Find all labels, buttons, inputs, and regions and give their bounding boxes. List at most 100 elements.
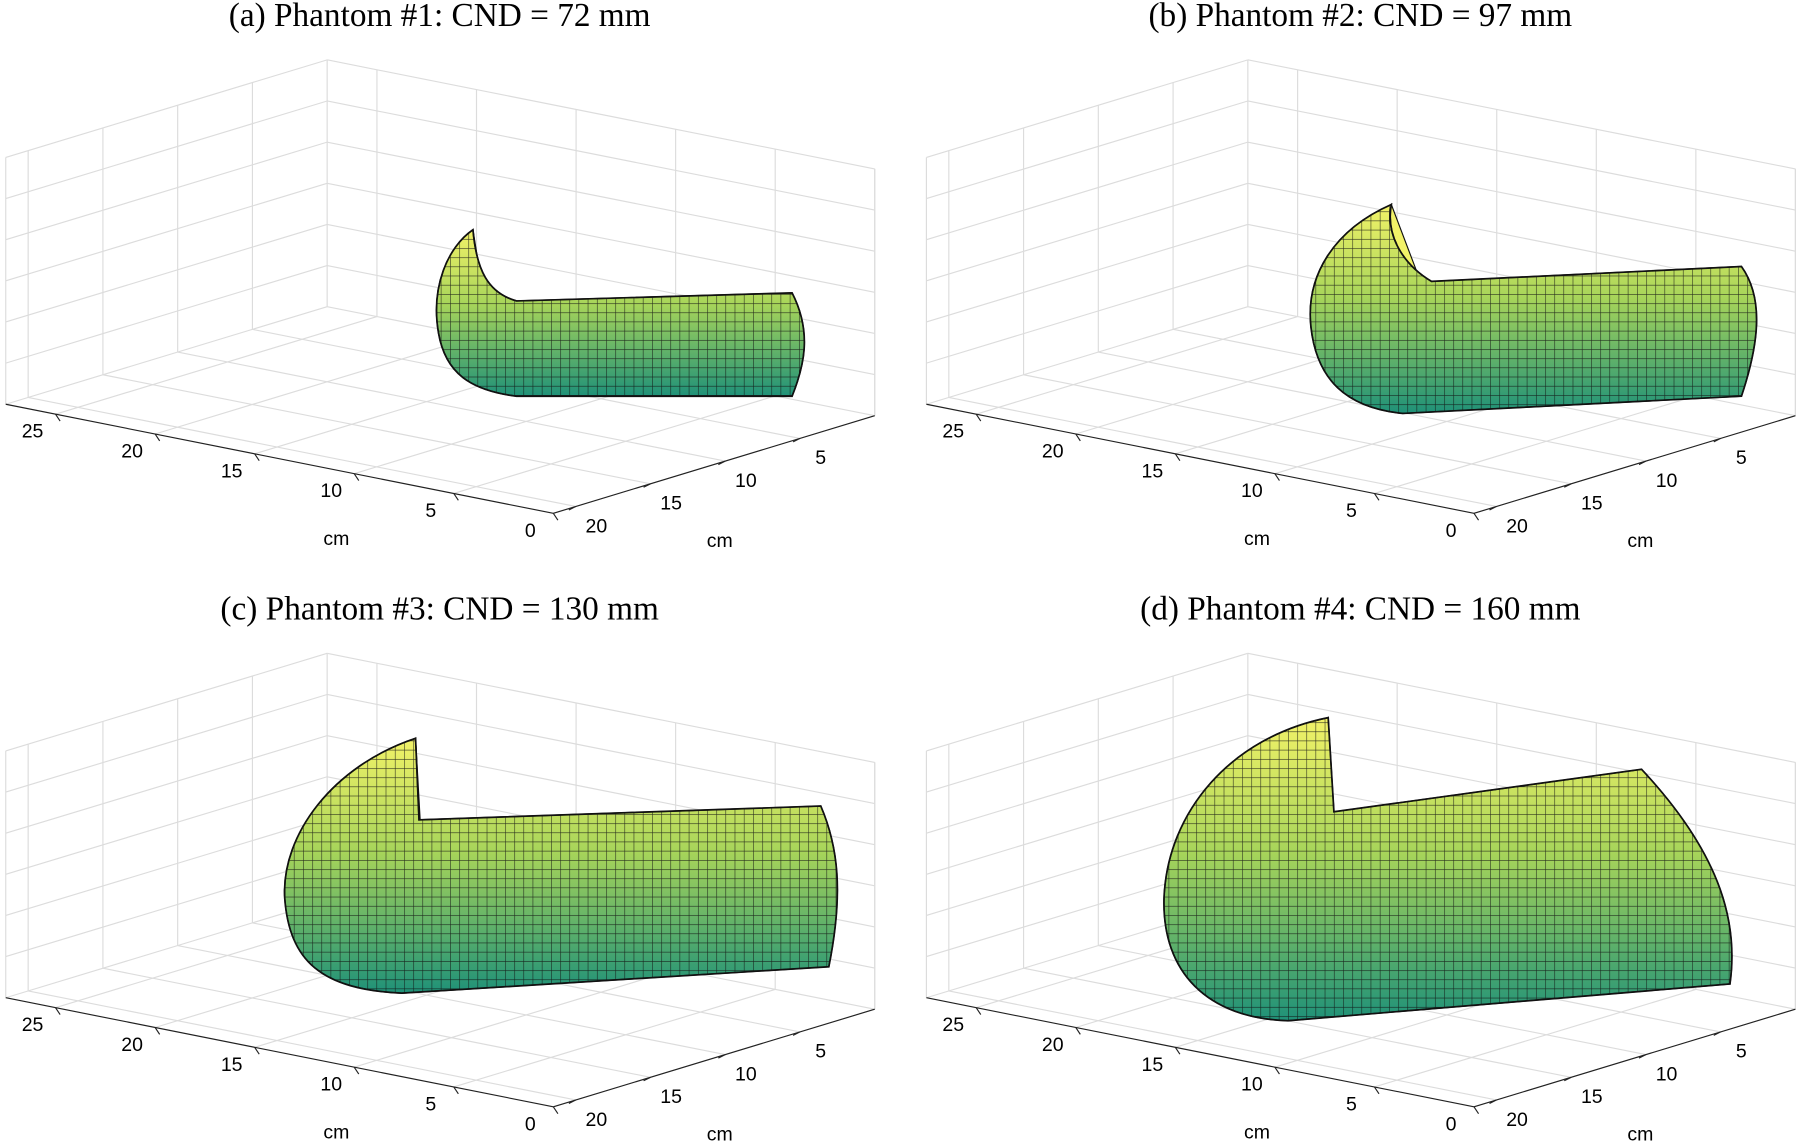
wall-line	[5, 59, 328, 158]
tick-mark	[154, 1027, 161, 1035]
tick-mark	[1075, 433, 1081, 442]
y-axis-label: cm	[707, 530, 733, 552]
tick-mark	[55, 413, 61, 422]
x-tick-label: 0	[1446, 1113, 1457, 1135]
y-tick-label: 20	[1506, 1109, 1528, 1131]
x-tick-label: 15	[1141, 1054, 1163, 1076]
y-axis-label: cm	[1627, 530, 1653, 552]
y-tick-label: 5	[815, 447, 826, 469]
wall-line	[5, 100, 328, 200]
panel: 0 5 10 15 20 25 5 10 15 20 (b) Phantom #2: CND = 9…	[925, 0, 1796, 552]
y-tick-label: 5	[1736, 1041, 1747, 1063]
tick-mark	[55, 1007, 61, 1015]
tick-mark	[453, 493, 459, 501]
tick-mark	[1373, 493, 1380, 501]
grid-line	[154, 335, 477, 435]
x-tick-label: 20	[1042, 441, 1064, 463]
x-axis	[926, 997, 1475, 1108]
x-tick-label: 20	[1042, 1034, 1064, 1056]
y-tick-label: 15	[1581, 1086, 1603, 1108]
y-axis	[1473, 1008, 1796, 1108]
wall-line	[1247, 59, 1796, 170]
wall-line	[5, 858, 328, 958]
x-axis-label: cm	[323, 1121, 349, 1143]
wall-line	[926, 735, 1248, 834]
y-tick-label: 15	[1581, 493, 1603, 515]
wall-line	[5, 141, 328, 241]
wall-line	[5, 264, 328, 364]
grid-line	[102, 374, 651, 485]
x-tick-label: 25	[942, 1014, 964, 1036]
grid-line	[55, 316, 378, 415]
y-axis-label: cm	[1627, 1124, 1653, 1146]
y-tick-label: 15	[660, 493, 682, 515]
grid-line	[28, 990, 576, 1101]
wall-line	[327, 652, 875, 763]
x-tick-label: 0	[525, 520, 536, 542]
x-tick-label: 5	[425, 1093, 436, 1115]
y-axis-label: cm	[707, 1124, 733, 1146]
wall-line	[5, 776, 328, 875]
wall-line	[926, 141, 1248, 241]
x-axis-label: cm	[1244, 1121, 1270, 1143]
tick-mark	[1473, 1106, 1480, 1115]
grid-line	[354, 969, 676, 1068]
tick-mark	[975, 413, 982, 422]
x-tick-label: 20	[121, 441, 143, 463]
y-axis	[553, 1008, 875, 1108]
x-tick-label: 5	[1346, 1093, 1357, 1115]
grid-line	[1374, 988, 1697, 1088]
x-tick-label: 0	[525, 1113, 536, 1135]
tick-mark	[1075, 1027, 1081, 1035]
x-axis	[5, 403, 554, 514]
x-tick-label: 25	[22, 421, 44, 443]
wall-line	[327, 100, 875, 211]
x-tick-label: 5	[425, 500, 436, 522]
wall-line	[1247, 693, 1796, 805]
y-tick-label: 10	[735, 1063, 757, 1085]
chart-title: (b) Phantom #2: CND = 97 mm	[1148, 0, 1572, 34]
y-axis	[1473, 415, 1796, 514]
x-tick-label: 20	[121, 1034, 143, 1056]
x-tick-label: 15	[221, 460, 243, 482]
y-axis	[553, 415, 875, 514]
wall-line	[926, 182, 1248, 282]
tick-mark	[1174, 1046, 1181, 1055]
x-tick-label: 10	[1241, 480, 1263, 502]
y-tick-label: 20	[1506, 515, 1528, 537]
y-tick-label: 5	[1736, 447, 1747, 469]
surface-mesh	[1309, 203, 1758, 415]
surface-mesh	[283, 737, 839, 995]
grid-line	[976, 316, 1298, 415]
grid-line	[28, 396, 576, 508]
wall-line	[5, 735, 328, 834]
surface-mesh	[435, 228, 806, 398]
chart-title: (c) Phantom #3: CND = 130 mm	[220, 591, 659, 628]
wall-line	[926, 306, 1248, 405]
grid-line	[1023, 374, 1572, 485]
y-tick-label: 5	[815, 1041, 826, 1063]
chart-title: (d) Phantom #4: CND = 160 mm	[1140, 591, 1580, 628]
wall-line	[5, 652, 328, 752]
tick-mark	[353, 473, 360, 481]
y-tick-label: 20	[586, 1109, 608, 1131]
wall-line	[5, 182, 328, 282]
grid-line	[453, 988, 776, 1088]
wall-line	[1247, 100, 1796, 211]
x-tick-label: 10	[320, 480, 342, 502]
grid-line	[177, 944, 726, 1056]
x-tick-label: 15	[221, 1054, 243, 1076]
x-tick-label: 25	[22, 1014, 44, 1036]
tick-mark	[1274, 473, 1280, 481]
grid-line	[102, 967, 651, 1078]
wall-line	[5, 693, 328, 793]
tick-mark	[1373, 1086, 1380, 1095]
wall-line	[926, 59, 1248, 158]
grid-line	[1374, 395, 1697, 495]
wall-line	[327, 141, 875, 252]
wall-line	[1247, 141, 1796, 252]
tick-mark	[154, 433, 161, 442]
panel: 0 5 10 15 20 25 5 10 15 20 (d) Phantom #4: CND = 1…	[925, 591, 1796, 1146]
x-axis-label: cm	[323, 528, 349, 550]
